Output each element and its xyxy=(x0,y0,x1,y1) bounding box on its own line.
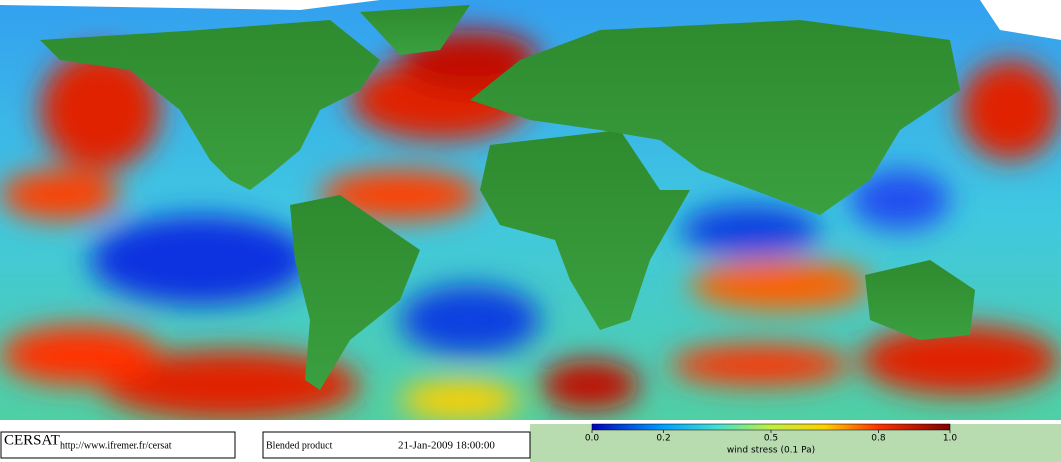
north-america xyxy=(40,20,380,190)
field-high xyxy=(40,50,160,170)
colorbar-tick-label: 0.0 xyxy=(585,434,600,444)
timestamp: 21-Jan-2009 18:00:00 xyxy=(398,440,495,452)
ice xyxy=(0,0,1061,40)
colorbar-tick-label: 0.5 xyxy=(764,434,778,444)
wind-field xyxy=(0,30,1060,420)
colorbar xyxy=(591,423,951,431)
colorbar-label: wind stress (0.1 Pa) xyxy=(727,446,815,456)
field-mid xyxy=(400,380,520,420)
field-high xyxy=(100,350,360,420)
africa xyxy=(480,130,690,330)
field-high xyxy=(690,260,870,310)
field-high xyxy=(860,325,1060,395)
colorbar-tick-label: 0.2 xyxy=(656,434,670,444)
field-high xyxy=(540,360,640,410)
field-high xyxy=(670,345,850,385)
field-low xyxy=(850,170,950,230)
south-america xyxy=(290,195,420,390)
colorbar-tick-label: 0.8 xyxy=(871,434,886,444)
australia xyxy=(865,260,975,340)
greenland xyxy=(360,5,470,55)
logo-name: CERSAT xyxy=(4,432,60,448)
field-high xyxy=(0,325,160,385)
product-name: Blended product xyxy=(266,440,333,451)
antarctica xyxy=(530,424,1061,462)
field-high xyxy=(960,60,1060,160)
land xyxy=(40,5,975,390)
eurasia xyxy=(470,20,960,215)
logo-box xyxy=(0,431,236,459)
field-high xyxy=(0,170,120,220)
product-box xyxy=(262,431,531,459)
field-low xyxy=(400,285,540,355)
field-low xyxy=(680,205,820,255)
field-low xyxy=(90,215,310,305)
colorbar-tick-label: 1.0 xyxy=(943,434,958,444)
field-high xyxy=(320,170,480,220)
logo-url: http://www.ifremer.fr/cersat xyxy=(60,440,172,451)
